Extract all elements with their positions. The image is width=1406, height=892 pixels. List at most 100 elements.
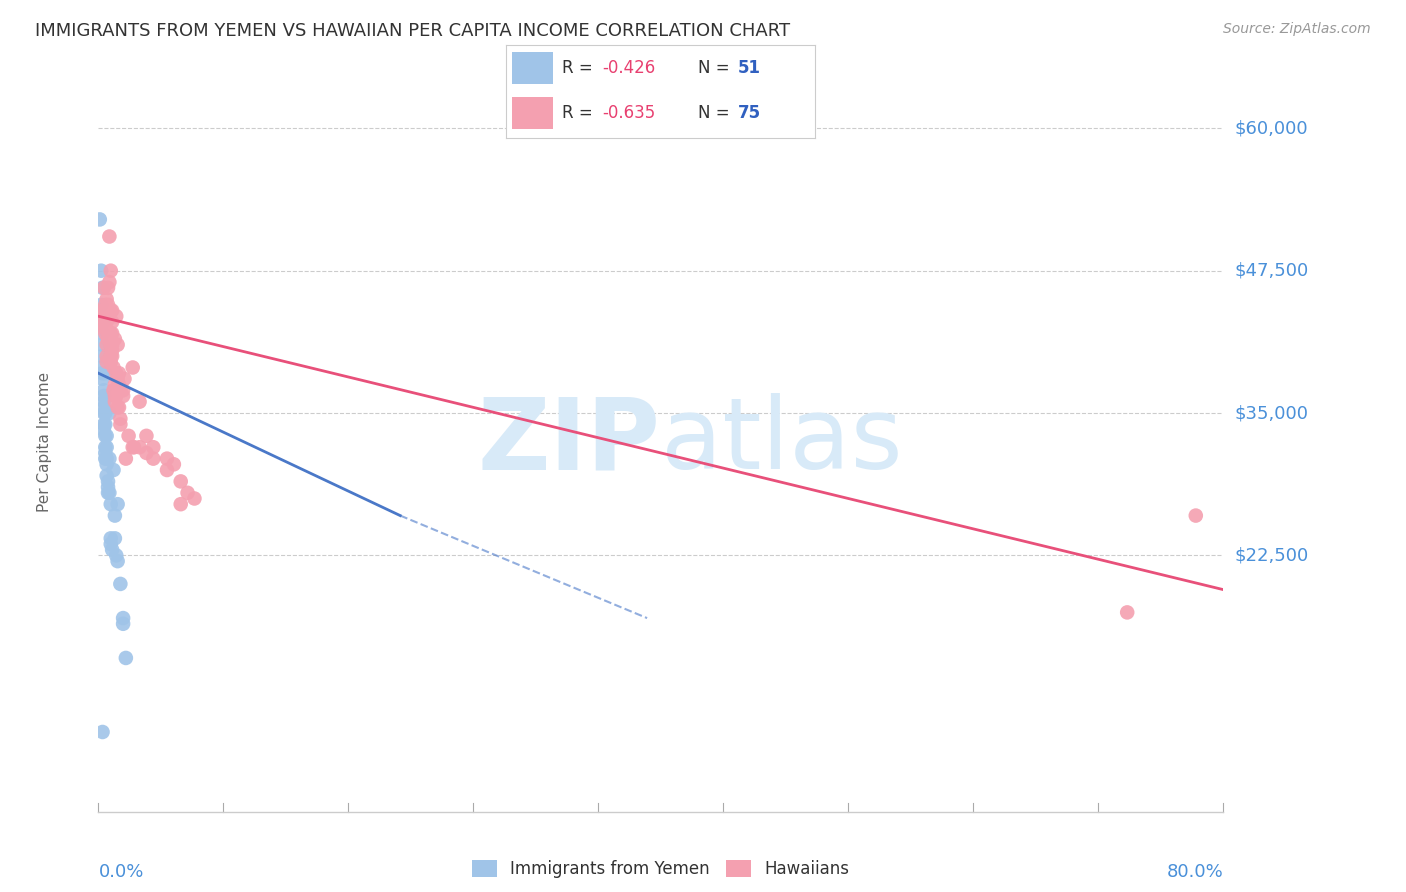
- Point: [96, 315, 118, 329]
- Point: [108, 377, 131, 392]
- Text: 0.0%: 0.0%: [98, 863, 143, 881]
- Text: $35,000: $35,000: [1234, 404, 1309, 422]
- Point: [176, 485, 198, 500]
- Point: [100, 303, 122, 318]
- Point: [135, 446, 157, 460]
- Point: [97, 298, 120, 312]
- Point: [114, 372, 136, 386]
- Point: [163, 458, 186, 472]
- Point: [105, 310, 128, 324]
- Point: [94, 451, 117, 466]
- Point: [93, 394, 115, 409]
- Point: [105, 549, 128, 563]
- Point: [101, 337, 124, 351]
- Text: -0.426: -0.426: [602, 59, 655, 77]
- Point: [96, 355, 118, 369]
- Point: [90, 263, 112, 277]
- Point: [107, 372, 129, 386]
- Point: [96, 468, 118, 483]
- Point: [107, 337, 129, 351]
- Point: [110, 417, 132, 432]
- Point: [100, 326, 122, 341]
- Point: [94, 417, 117, 432]
- Point: [101, 303, 124, 318]
- Text: N =: N =: [697, 59, 735, 77]
- Text: Per Capita Income: Per Capita Income: [37, 371, 52, 512]
- Point: [101, 542, 124, 557]
- Point: [112, 611, 135, 625]
- Point: [96, 292, 118, 306]
- Point: [93, 315, 115, 329]
- Point: [94, 406, 117, 420]
- Text: R =: R =: [562, 59, 598, 77]
- Point: [104, 377, 127, 392]
- Point: [94, 446, 117, 460]
- Point: [91, 337, 114, 351]
- Point: [156, 463, 179, 477]
- Point: [94, 298, 117, 312]
- Point: [91, 303, 114, 318]
- Point: [94, 429, 117, 443]
- Point: [170, 497, 193, 511]
- Bar: [512, 52, 553, 84]
- Point: [93, 281, 115, 295]
- Point: [142, 451, 165, 466]
- Point: [100, 537, 122, 551]
- Point: [128, 440, 150, 454]
- Text: 51: 51: [738, 59, 761, 77]
- Text: Source: ZipAtlas.com: Source: ZipAtlas.com: [1223, 22, 1371, 37]
- Point: [108, 366, 131, 380]
- Point: [96, 451, 118, 466]
- Point: [100, 337, 122, 351]
- Text: $22,500: $22,500: [1234, 547, 1309, 565]
- Point: [121, 440, 143, 454]
- Point: [107, 401, 129, 415]
- Point: [93, 320, 115, 334]
- Point: [110, 384, 132, 398]
- Point: [91, 326, 114, 341]
- Point: [100, 532, 122, 546]
- Point: [1116, 606, 1139, 620]
- Point: [91, 281, 114, 295]
- Point: [90, 298, 112, 312]
- Point: [94, 320, 117, 334]
- Point: [91, 315, 114, 329]
- Point: [104, 394, 127, 409]
- Point: [100, 497, 122, 511]
- Point: [110, 577, 132, 591]
- Point: [89, 212, 111, 227]
- Point: [104, 532, 127, 546]
- Point: [94, 440, 117, 454]
- Point: [104, 389, 127, 403]
- Point: [97, 485, 120, 500]
- Legend: Immigrants from Yemen, Hawaiians: Immigrants from Yemen, Hawaiians: [465, 854, 856, 885]
- Point: [93, 406, 115, 420]
- Point: [115, 451, 138, 466]
- Point: [91, 366, 114, 380]
- Point: [135, 429, 157, 443]
- Point: [103, 360, 125, 375]
- Point: [96, 440, 118, 454]
- Point: [104, 332, 127, 346]
- Text: 75: 75: [738, 104, 761, 122]
- Point: [101, 326, 124, 341]
- Point: [97, 310, 120, 324]
- Point: [91, 372, 114, 386]
- Point: [100, 349, 122, 363]
- Text: atlas: atlas: [661, 393, 903, 490]
- Point: [103, 384, 125, 398]
- Point: [112, 384, 135, 398]
- Point: [100, 263, 122, 277]
- Point: [142, 440, 165, 454]
- Point: [98, 406, 121, 420]
- Point: [98, 451, 121, 466]
- Point: [105, 389, 128, 403]
- Point: [97, 480, 120, 494]
- Point: [121, 360, 143, 375]
- Point: [156, 451, 179, 466]
- Point: [97, 475, 120, 489]
- Point: [91, 725, 114, 739]
- Point: [103, 463, 125, 477]
- Point: [97, 332, 120, 346]
- Point: [112, 389, 135, 403]
